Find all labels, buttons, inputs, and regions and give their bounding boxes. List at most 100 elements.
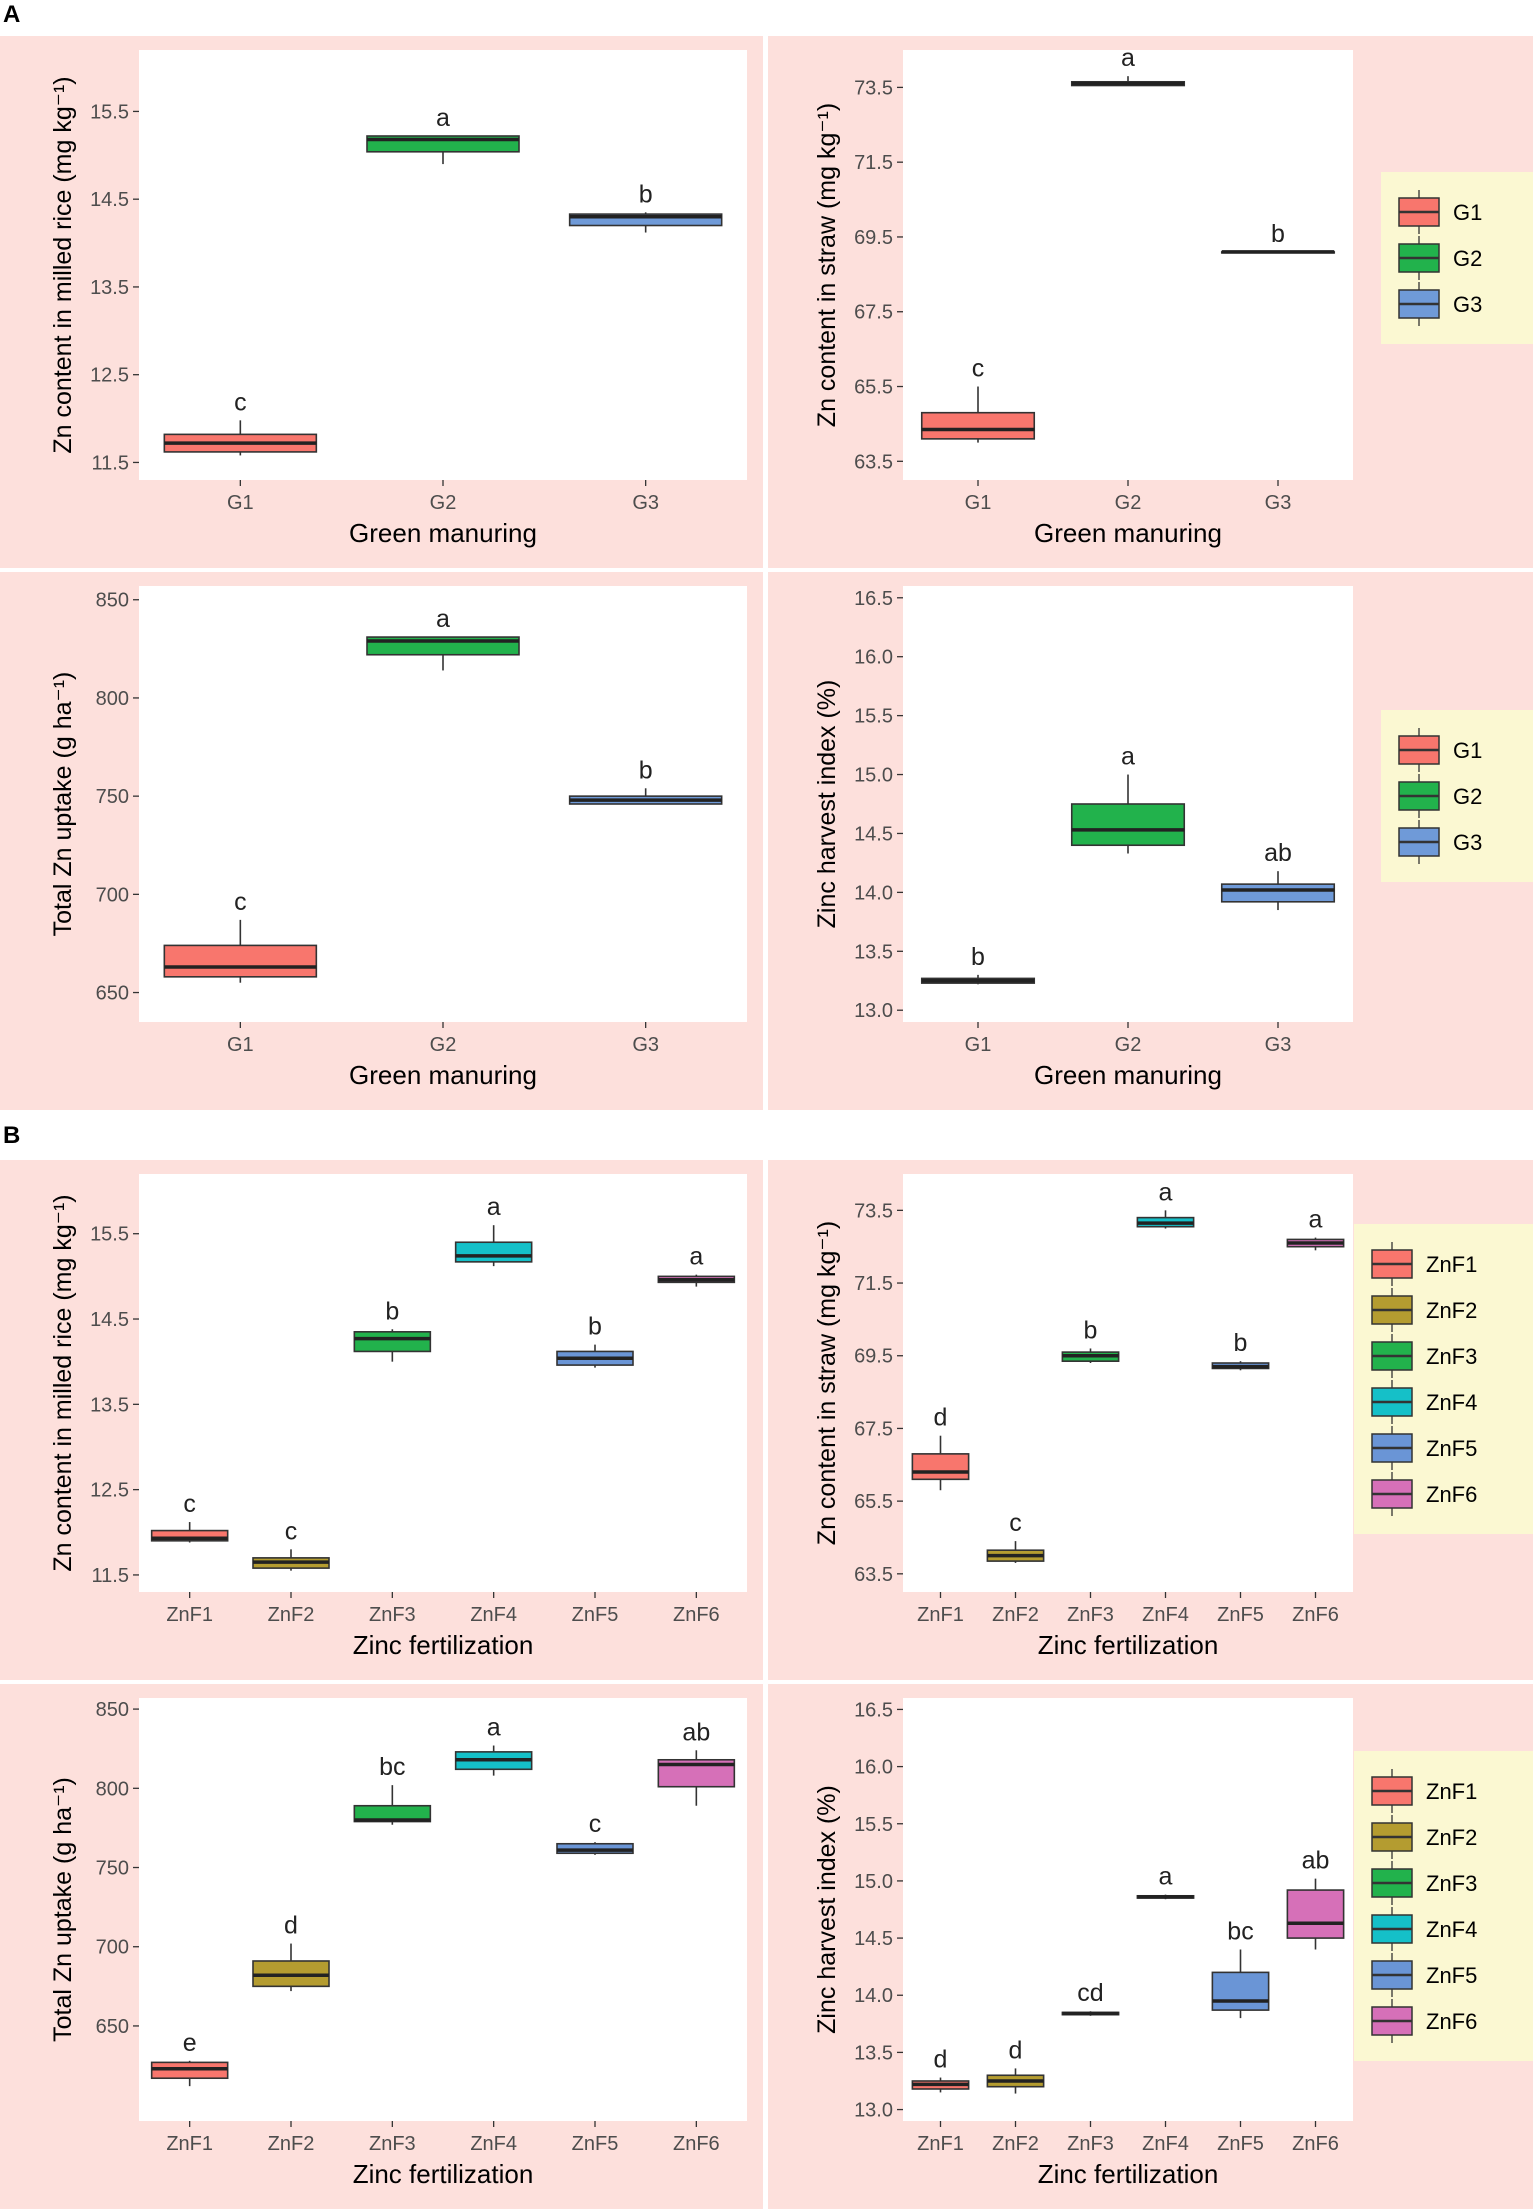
y-tick-label: 650 (96, 983, 129, 1005)
y-tick-label: 16.5 (854, 588, 893, 610)
box-ZnF5 (1211, 1971, 1270, 2011)
legend-label: ZnF1 (1426, 1252, 1477, 1277)
y-tick-label: 13.5 (854, 2042, 893, 2064)
legend-green-manuring-a1: G1 G2 G3 (1381, 172, 1533, 344)
x-tick-label: ZnF5 (572, 1604, 619, 1626)
y-axis-title: Zinc harvest index (%) (813, 680, 841, 929)
x-tick-label: ZnF1 (166, 1604, 213, 1626)
x-tick-label: G2 (1115, 492, 1142, 514)
x-tick-label: ZnF6 (1292, 2133, 1339, 2155)
box-G3 (1220, 883, 1336, 903)
y-tick-label: 14.5 (854, 823, 893, 845)
x-tick-label: ZnF6 (673, 1604, 720, 1626)
legend-label: ZnF4 (1426, 1390, 1477, 1415)
x-axis-title: Green manuring (349, 518, 537, 548)
significance-letter: ab (1264, 839, 1292, 867)
significance-letter: c (285, 1517, 298, 1545)
significance-letter: a (689, 1243, 703, 1271)
box-ZnF1 (911, 1453, 970, 1481)
x-tick-label: ZnF2 (992, 2133, 1039, 2155)
legend-label: ZnF1 (1426, 1779, 1477, 1804)
x-tick-label: G3 (1265, 1034, 1292, 1056)
significance-letter: a (436, 605, 450, 633)
significance-letter: ab (1302, 1847, 1330, 1875)
significance-letter: c (234, 388, 247, 416)
box-ZnF1 (150, 1529, 229, 1542)
significance-letter: b (385, 1297, 399, 1325)
y-tick-label: 13.5 (854, 941, 893, 963)
y-tick-label: 71.5 (854, 152, 893, 174)
y-tick-label: 15.5 (854, 706, 893, 728)
significance-letter: c (183, 1490, 196, 1518)
significance-letter: d (934, 2046, 948, 2074)
x-tick-label: ZnF1 (166, 2133, 213, 2155)
y-tick-label: 63.5 (854, 451, 893, 473)
x-tick-label: G1 (965, 492, 992, 514)
significance-letter: a (1159, 1178, 1173, 1206)
y-tick-label: 15.5 (90, 1224, 129, 1246)
legend-label: G1 (1453, 200, 1482, 225)
y-tick-label: 16.0 (854, 1757, 893, 1779)
chart-A-milled: 11.5 12.5 13.5 14.5 15.5 G1 G2 G3 Green manuring… (49, 50, 747, 548)
y-tick-label: 16.5 (854, 1699, 893, 1721)
x-tick-label: G3 (632, 1034, 659, 1056)
y-tick-label: 69.5 (854, 227, 893, 249)
significance-letter: b (1084, 1316, 1098, 1344)
legend-label: G3 (1453, 830, 1482, 855)
y-tick-label: 15.5 (854, 1814, 893, 1836)
significance-letter: bc (379, 1753, 405, 1781)
legend-label: ZnF6 (1426, 2009, 1477, 2034)
significance-letter: b (971, 943, 985, 971)
x-axis-title: Green manuring (1034, 518, 1222, 548)
significance-letter: c (234, 888, 247, 916)
y-tick-label: 16.0 (854, 647, 893, 669)
x-tick-label: G3 (1265, 492, 1292, 514)
box-G3 (568, 213, 723, 227)
chart-B-milled: 11.5 12.5 13.5 14.5 15.5 ZnF1 ZnF2 ZnF3 ZnF4 ZnF5… (49, 1174, 747, 1660)
chart-A-straw: 63.5 65.5 67.5 69.5 71.5 73.5 G1 G2 G3 Green manu… (813, 44, 1353, 548)
significance-letter: b (588, 1313, 602, 1341)
y-tick-label: 700 (96, 884, 129, 906)
y-tick-label: 11.5 (92, 1565, 129, 1587)
x-tick-label: ZnF1 (917, 1604, 964, 1626)
y-tick-label: 65.5 (854, 377, 893, 399)
y-tick-label: 12.5 (90, 365, 129, 387)
y-tick-label: 73.5 (854, 1200, 893, 1222)
chart-A-zhi: 13.0 13.5 14.0 14.5 15.0 15.5 16.0 16.5 G1 G2 G3 Gr… (813, 586, 1353, 1090)
plot-area (139, 50, 747, 480)
x-tick-label: ZnF5 (572, 2133, 619, 2155)
significance-letter: bc (1227, 1918, 1253, 1946)
x-tick-label: ZnF5 (1217, 2133, 1264, 2155)
y-tick-label: 850 (96, 1699, 129, 1721)
significance-letter: c (589, 1810, 602, 1838)
legend-label: G2 (1453, 784, 1482, 809)
legend-label: G3 (1453, 292, 1482, 317)
y-tick-label: 700 (96, 1937, 129, 1959)
box-G2 (1070, 803, 1186, 847)
y-tick-label: 800 (96, 688, 129, 710)
y-tick-label: 13.5 (90, 277, 129, 299)
legend-zinc-fertilization-b1: ZnF1 ZnF2 ZnF3 ZnF4 ZnF5 ZnF6 (1354, 1224, 1533, 1534)
x-tick-label: ZnF3 (369, 1604, 416, 1626)
significance-letter: e (183, 2029, 197, 2057)
y-axis-title: Total Zn uptake (g ha⁻¹) (49, 672, 77, 937)
legend-label: G2 (1453, 246, 1482, 271)
x-tick-label: ZnF3 (369, 2133, 416, 2155)
legend-label: ZnF3 (1426, 1871, 1477, 1896)
plot-area (903, 1698, 1353, 2121)
x-tick-label: ZnF6 (1292, 1604, 1339, 1626)
box-G1 (163, 944, 318, 978)
y-tick-label: 14.0 (854, 1985, 893, 2007)
y-tick-label: 750 (96, 786, 129, 808)
box-ZnF4 (454, 1241, 533, 1263)
y-tick-label: 15.0 (854, 1871, 893, 1893)
plot-area (903, 1174, 1353, 1592)
x-tick-label: ZnF6 (673, 2133, 720, 2155)
significance-letter: b (1271, 220, 1285, 248)
x-axis-title: Zinc fertilization (1038, 1630, 1219, 1660)
x-tick-label: ZnF3 (1067, 2133, 1114, 2155)
legend-label: ZnF2 (1426, 1825, 1477, 1850)
legend-label: ZnF6 (1426, 1482, 1477, 1507)
y-tick-label: 800 (96, 1778, 129, 1800)
